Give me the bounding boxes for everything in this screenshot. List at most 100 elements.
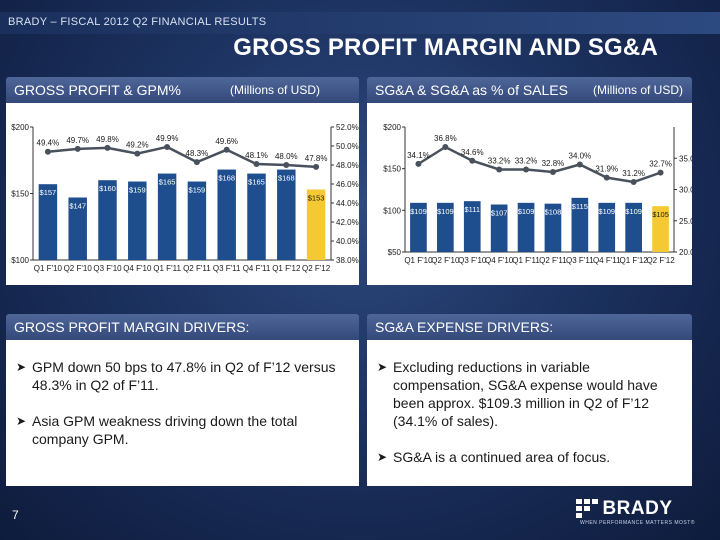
percent-label: 48.3% xyxy=(186,149,209,158)
percent-point xyxy=(603,174,610,181)
y2-tick-label: 48.0% xyxy=(336,161,359,170)
percent-label: 31.9% xyxy=(595,165,618,174)
percent-point xyxy=(496,166,503,173)
y2-tick-label: 42.0% xyxy=(336,218,359,227)
gp-chart-panel: $100 $150 $200 38.0% 40.0% 42.0% 44.0% 46.0% 48.… xyxy=(6,103,359,285)
sga-chart: $50 $100 $150 $200 20.0% 25.0% 30.0% 35.0% $109 Q… xyxy=(383,123,692,265)
bar-value-label: $147 xyxy=(69,201,86,210)
percent-label: 47.8% xyxy=(305,154,328,163)
y2-tick-label: 52.0% xyxy=(336,123,359,132)
gpm-bullet-text: GPM down 50 bps to 47.8% in Q2 of F’12 v… xyxy=(32,359,336,393)
gpm-drivers-header: GROSS PROFIT MARGIN DRIVERS: xyxy=(6,314,359,340)
bar xyxy=(247,173,266,260)
y2-tick-label: 25.0% xyxy=(679,217,692,226)
percent-point xyxy=(164,143,171,150)
sga-chart-units: (Millions of USD) xyxy=(593,83,684,97)
x-tick-label: Q4 F'10 xyxy=(485,256,514,265)
x-tick-label: Q1 F'12 xyxy=(620,256,649,265)
percent-label: 48.1% xyxy=(245,151,268,160)
percent-point xyxy=(549,169,556,175)
y2-tick-label: 40.0% xyxy=(336,237,359,246)
bar-value-label: $165 xyxy=(159,178,176,187)
bar xyxy=(652,206,669,252)
bar-value-label: $109 xyxy=(598,207,615,216)
sga-bullet-text: Excluding reductions in variable compens… xyxy=(393,359,658,429)
sga-drivers-header: SG&A EXPENSE DRIVERS: xyxy=(367,314,692,340)
percent-point xyxy=(657,169,664,176)
bar xyxy=(517,202,535,252)
x-tick-label: Q2 F'11 xyxy=(183,264,211,273)
y-tick-label: $50 xyxy=(388,248,402,257)
bar xyxy=(98,180,117,260)
sga-drivers-title: SG&A EXPENSE DRIVERS: xyxy=(375,319,554,335)
percent-line xyxy=(47,145,317,169)
bar-value-label: $157 xyxy=(40,188,57,197)
logo-mark-icon xyxy=(576,499,598,518)
bar-value-label: $105 xyxy=(652,210,669,219)
bar-value-label: $159 xyxy=(129,186,146,195)
percent-point xyxy=(253,161,260,168)
bar xyxy=(463,201,481,252)
x-tick-label: Q1 F'12 xyxy=(272,264,301,273)
percent-label: 32.8% xyxy=(542,159,565,168)
slide-title: GROSS PROFIT MARGIN AND SG&A xyxy=(233,34,658,61)
percent-label: 48.0% xyxy=(275,152,298,161)
x-tick-label: Q3 F'11 xyxy=(566,256,594,265)
percent-label: 34.6% xyxy=(461,148,484,157)
y2-tick-label: 30.0% xyxy=(679,186,692,195)
top-banner-text: BRADY – FISCAL 2012 Q2 FINANCIAL RESULTS xyxy=(8,16,267,28)
percent-label: 49.4% xyxy=(37,139,60,148)
x-tick-label: Q2 F'12 xyxy=(646,256,675,265)
percent-point xyxy=(630,179,637,185)
x-tick-label: Q2 F'12 xyxy=(302,264,331,273)
bar xyxy=(128,181,147,260)
x-tick-label: Q2 F'10 xyxy=(431,256,460,265)
gpm-drivers-panel: ➤ GPM down 50 bps to 47.8% in Q2 of F’12… xyxy=(6,340,359,486)
percent-label: 49.7% xyxy=(66,136,89,145)
y-tick-label: $100 xyxy=(11,256,29,265)
sga-bullet-1: ➤ Excluding reductions in variable compe… xyxy=(377,358,682,430)
percent-label: 34.0% xyxy=(569,152,592,161)
x-tick-label: Q4 F'10 xyxy=(123,264,152,273)
percent-point xyxy=(44,148,51,155)
x-tick-label: Q1 F'10 xyxy=(404,256,433,265)
bar xyxy=(598,202,616,252)
top-banner xyxy=(0,12,720,34)
y2-tick-label: 44.0% xyxy=(336,199,359,208)
bar xyxy=(187,181,207,260)
bar xyxy=(410,202,427,252)
x-tick-label: Q2 F'11 xyxy=(539,256,567,265)
y2-tick-label: 20.0% xyxy=(679,248,692,257)
gp-chart-header: GROSS PROFIT & GPM% (Millions of USD) xyxy=(6,77,359,103)
bar-value-label: $159 xyxy=(189,186,206,195)
arrow-bullet-icon: ➤ xyxy=(377,450,388,464)
bar xyxy=(157,173,177,260)
x-tick-label: Q3 F'10 xyxy=(458,256,487,265)
bar xyxy=(437,202,454,252)
bar-value-label: $165 xyxy=(248,178,265,187)
percent-label: 34.1% xyxy=(407,151,430,160)
bar-value-label: $108 xyxy=(545,208,562,217)
percent-point xyxy=(74,145,81,152)
y2-tick-label: 46.0% xyxy=(336,180,359,189)
x-tick-label: Q1 F'10 xyxy=(34,264,63,273)
percent-label: 33.2% xyxy=(488,157,511,166)
x-tick-label: Q1 F'11 xyxy=(512,256,540,265)
arrow-bullet-icon: ➤ xyxy=(16,414,27,428)
sga-chart-panel: $50 $100 $150 $200 20.0% 25.0% 30.0% 35.0% $109 Q… xyxy=(367,103,692,285)
percent-point xyxy=(134,150,141,157)
percent-label: 36.8% xyxy=(434,134,457,143)
x-tick-label: Q2 F'10 xyxy=(64,264,93,273)
percent-point xyxy=(576,161,583,168)
percent-point xyxy=(283,162,290,168)
sga-bullet-2: ➤ SG&A is a continued area of focus. xyxy=(377,448,682,466)
percent-point xyxy=(523,166,530,173)
y2-tick-label: 35.0% xyxy=(679,154,692,163)
bar-value-label: $153 xyxy=(308,194,325,203)
bar xyxy=(277,169,296,260)
logo-word: BRADY xyxy=(602,498,673,519)
percent-point xyxy=(104,144,111,151)
x-tick-label: Q4 F'11 xyxy=(243,264,271,273)
bar-value-label: $109 xyxy=(625,207,642,216)
